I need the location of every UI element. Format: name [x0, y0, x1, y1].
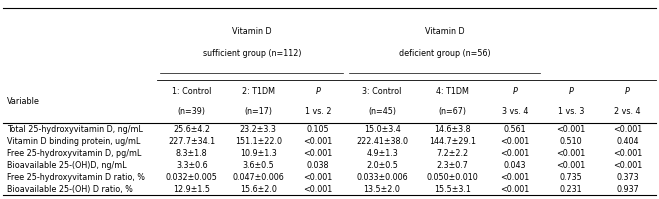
Text: P: P	[569, 87, 574, 96]
Text: (n=67): (n=67)	[438, 107, 467, 116]
Text: (n=39): (n=39)	[178, 107, 206, 116]
Text: 0.047±0.006: 0.047±0.006	[233, 173, 284, 182]
Text: <0.001: <0.001	[500, 149, 530, 158]
Text: 0.735: 0.735	[560, 173, 583, 182]
Text: Vitamin D binding protein, ug/mL: Vitamin D binding protein, ug/mL	[7, 137, 140, 146]
Text: Bioavailable 25-(OH)D, ng/mL: Bioavailable 25-(OH)D, ng/mL	[7, 161, 127, 170]
Text: Bioavailable 25-(OH) D ratio, %: Bioavailable 25-(OH) D ratio, %	[7, 184, 133, 194]
Text: 0.032±0.005: 0.032±0.005	[166, 173, 217, 182]
Text: 8.3±1.8: 8.3±1.8	[176, 149, 208, 158]
Text: sufficient group (n=112): sufficient group (n=112)	[202, 49, 301, 58]
Text: 3 vs. 4: 3 vs. 4	[501, 107, 528, 116]
Text: 3: Control: 3: Control	[362, 87, 402, 96]
Text: 151.1±22.0: 151.1±22.0	[235, 137, 281, 146]
Text: 0.510: 0.510	[560, 137, 583, 146]
Text: <0.001: <0.001	[557, 161, 586, 170]
Text: 0.404: 0.404	[616, 137, 639, 146]
Text: 13.5±2.0: 13.5±2.0	[364, 184, 401, 194]
Text: 15.0±3.4: 15.0±3.4	[364, 125, 401, 134]
Text: 2: T1DM: 2: T1DM	[242, 87, 275, 96]
Text: 4: T1DM: 4: T1DM	[436, 87, 469, 96]
Text: 7.2±2.2: 7.2±2.2	[436, 149, 469, 158]
Text: <0.001: <0.001	[500, 184, 530, 194]
Text: 0.937: 0.937	[616, 184, 639, 194]
Text: 3.3±0.6: 3.3±0.6	[176, 161, 208, 170]
Text: 15.6±2.0: 15.6±2.0	[240, 184, 277, 194]
Text: 0.561: 0.561	[503, 125, 527, 134]
Text: 1 vs. 3: 1 vs. 3	[558, 107, 585, 116]
Text: 0.050±0.010: 0.050±0.010	[426, 173, 478, 182]
Text: <0.001: <0.001	[304, 173, 333, 182]
Text: Free 25-hydroxyvitamin D, pg/mL: Free 25-hydroxyvitamin D, pg/mL	[7, 149, 142, 158]
Text: Vitamin D: Vitamin D	[232, 27, 272, 36]
Text: 2.3±0.7: 2.3±0.7	[436, 161, 468, 170]
Text: 2.0±0.5: 2.0±0.5	[366, 161, 398, 170]
Text: 1 vs. 2: 1 vs. 2	[305, 107, 331, 116]
Text: <0.001: <0.001	[500, 137, 530, 146]
Text: 15.5±3.1: 15.5±3.1	[434, 184, 471, 194]
Text: <0.001: <0.001	[500, 173, 530, 182]
Text: Free 25-hydroxyvitamin D ratio, %: Free 25-hydroxyvitamin D ratio, %	[7, 173, 145, 182]
Text: 10.9±1.3: 10.9±1.3	[240, 149, 277, 158]
Text: <0.001: <0.001	[557, 125, 586, 134]
Text: <0.001: <0.001	[613, 125, 642, 134]
Text: 227.7±34.1: 227.7±34.1	[168, 137, 215, 146]
Text: P: P	[316, 87, 321, 96]
Text: (n=45): (n=45)	[368, 107, 396, 116]
Text: <0.001: <0.001	[304, 149, 333, 158]
Text: 222.41±38.0: 222.41±38.0	[356, 137, 408, 146]
Text: 0.231: 0.231	[560, 184, 583, 194]
Text: <0.001: <0.001	[557, 149, 586, 158]
Text: 0.038: 0.038	[307, 161, 330, 170]
Text: 0.033±0.006: 0.033±0.006	[357, 173, 408, 182]
Text: 1: Control: 1: Control	[172, 87, 212, 96]
Text: 0.373: 0.373	[616, 173, 639, 182]
Text: 4.9±1.3: 4.9±1.3	[366, 149, 398, 158]
Text: 14.6±3.8: 14.6±3.8	[434, 125, 471, 134]
Text: 12.9±1.5: 12.9±1.5	[173, 184, 210, 194]
Text: Variable: Variable	[7, 97, 40, 106]
Text: <0.001: <0.001	[613, 149, 642, 158]
Text: 25.6±4.2: 25.6±4.2	[173, 125, 210, 134]
Text: <0.001: <0.001	[613, 161, 642, 170]
Text: P: P	[513, 87, 517, 96]
Text: <0.001: <0.001	[304, 137, 333, 146]
Text: 2 vs. 4: 2 vs. 4	[614, 107, 641, 116]
Text: (n=17): (n=17)	[244, 107, 272, 116]
Text: 144.7±29.1: 144.7±29.1	[429, 137, 476, 146]
Text: deficient group (n=56): deficient group (n=56)	[399, 49, 490, 58]
Text: P: P	[625, 87, 630, 96]
Text: Vitamin D: Vitamin D	[425, 27, 465, 36]
Text: 0.043: 0.043	[503, 161, 526, 170]
Text: 0.105: 0.105	[307, 125, 330, 134]
Text: 3.6±0.5: 3.6±0.5	[243, 161, 274, 170]
Text: Total 25-hydroxyvitamin D, ng/mL: Total 25-hydroxyvitamin D, ng/mL	[7, 125, 143, 134]
Text: <0.001: <0.001	[304, 184, 333, 194]
Text: 23.2±3.3: 23.2±3.3	[240, 125, 277, 134]
